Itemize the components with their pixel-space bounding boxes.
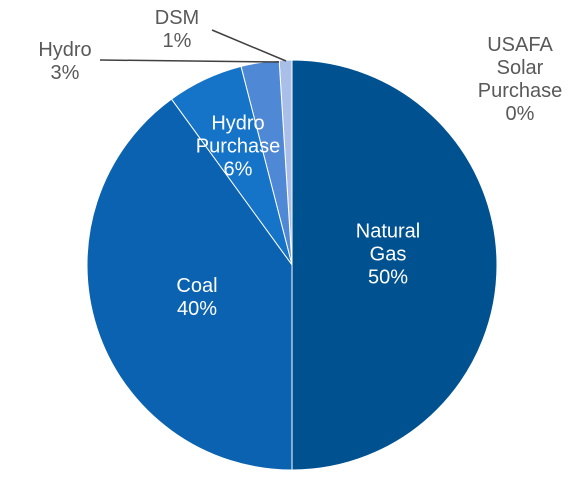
data-label: DSM 1% [155, 7, 199, 53]
data-label: Natural Gas 50% [356, 221, 420, 290]
value-label: 40% [176, 298, 218, 320]
value-label: 0% [505, 103, 535, 125]
value-label: 1% [162, 30, 192, 52]
data-label: Hydro 3% [38, 39, 91, 85]
category-label: Hydro Purchase [195, 112, 281, 158]
data-label: USAFA Solar Purchase 0% [478, 34, 563, 126]
value-label: 6% [223, 158, 253, 181]
pie-slice [86, 98, 293, 471]
value-label: 50% [367, 266, 409, 289]
value-label: 3% [50, 62, 80, 84]
category-label: DSM [154, 7, 200, 29]
category-label: Natural Gas [355, 220, 421, 266]
category-label: Coal [176, 275, 218, 297]
pie-slice [291, 59, 498, 471]
data-label: Coal 40% [176, 275, 217, 321]
leader-line [99, 59, 280, 63]
category-label: Hydro [38, 39, 92, 61]
leader-line [211, 29, 287, 62]
category-label: USAFA Solar Purchase [477, 34, 563, 102]
data-label: Hydro Purchase 6% [196, 113, 281, 182]
